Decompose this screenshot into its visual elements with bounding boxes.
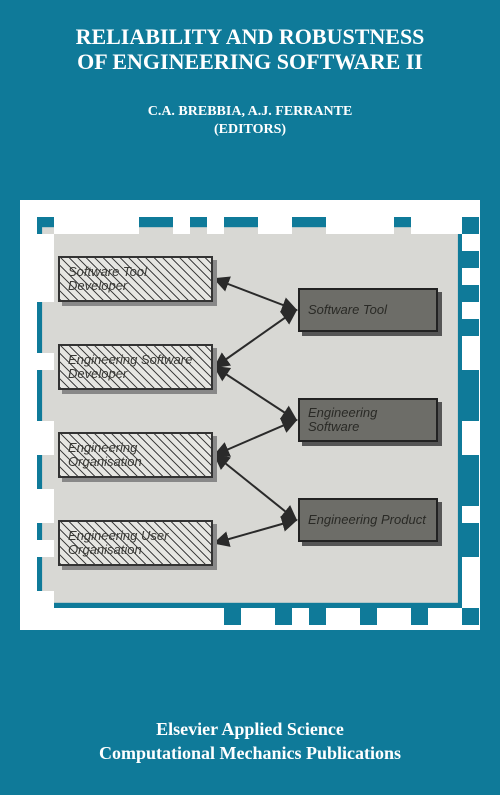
left-box: Engineering Organisation bbox=[58, 432, 213, 478]
left-box-label: Engineering Organisation bbox=[68, 441, 203, 470]
left-box-label: Software Tool Developer bbox=[68, 265, 203, 294]
authors: C.A. BREBBIA, A.J. FERRANTE (EDITORS) bbox=[0, 103, 500, 139]
publisher: Elsevier Applied Science Computational M… bbox=[0, 718, 500, 765]
left-box-label: Engineering User Organisation bbox=[68, 529, 203, 558]
book-cover: RELIABILITY AND ROBUSTNESS OF ENGINEERIN… bbox=[0, 0, 500, 795]
book-title: RELIABILITY AND ROBUSTNESS OF ENGINEERIN… bbox=[0, 0, 500, 75]
arrow bbox=[215, 310, 296, 367]
diagram-inner: Software Tool Developer Engineering Softw… bbox=[48, 238, 452, 592]
arrow bbox=[215, 455, 296, 520]
arrow bbox=[215, 367, 296, 420]
right-box: Software Tool bbox=[298, 288, 438, 332]
authors-line1: C.A. BREBBIA, A.J. FERRANTE bbox=[0, 103, 500, 121]
arrow bbox=[215, 520, 296, 543]
right-box-label: Software Tool bbox=[308, 303, 387, 317]
authors-line2: (EDITORS) bbox=[0, 121, 500, 139]
publisher-line1: Elsevier Applied Science bbox=[0, 718, 500, 741]
right-box: Engineering Product bbox=[298, 498, 438, 542]
title-line2: OF ENGINEERING SOFTWARE II bbox=[0, 49, 500, 74]
publisher-line2: Computational Mechanics Publications bbox=[0, 742, 500, 765]
left-box-label: Engineering Software Developer bbox=[68, 353, 203, 382]
arrow bbox=[215, 420, 296, 455]
arrow bbox=[215, 279, 296, 310]
left-box: Engineering Software Developer bbox=[58, 344, 213, 390]
diagram-panel: Software Tool Developer Engineering Softw… bbox=[20, 200, 480, 630]
title-line1: RELIABILITY AND ROBUSTNESS bbox=[0, 24, 500, 49]
left-box: Software Tool Developer bbox=[58, 256, 213, 302]
right-box: Engineering Software bbox=[298, 398, 438, 442]
left-box: Engineering User Organisation bbox=[58, 520, 213, 566]
right-box-label: Engineering Product bbox=[308, 513, 426, 527]
right-box-label: Engineering Software bbox=[308, 406, 428, 435]
